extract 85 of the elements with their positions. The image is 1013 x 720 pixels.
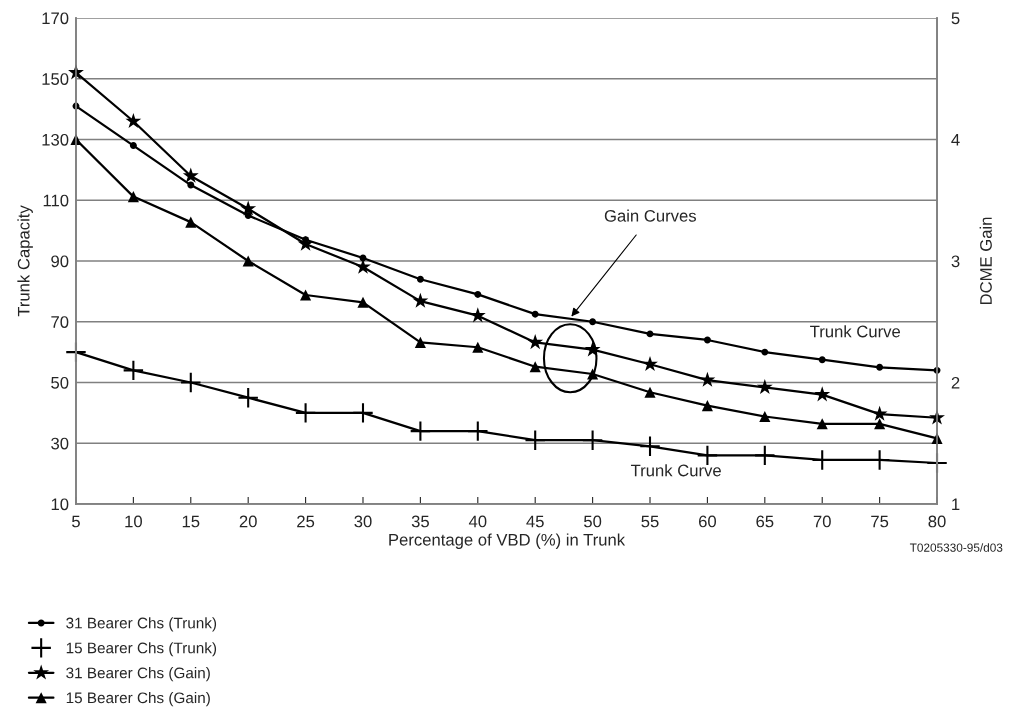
legend-label: 15 Bearer Chs (Gain) [66,692,210,707]
y-tick-label: 90 [51,255,69,268]
y-tick-label: 130 [42,133,69,146]
point [300,289,312,301]
point [531,310,539,318]
point [701,400,713,412]
point [699,371,716,387]
y2-tick-label: 3 [951,255,960,268]
point [644,386,656,398]
y2-tick-label: 4 [951,134,960,146]
y-tick-label: 10 [51,498,69,511]
x-tick-label: 15 [182,515,200,528]
point [416,275,424,283]
x-tick-label: 60 [698,515,717,528]
annotation: Trunk Curve [630,464,721,477]
point [472,341,484,353]
point [180,371,202,394]
annotation: Gain Curves [604,209,697,222]
x-tick-label: 55 [641,515,659,528]
annotation: Trunk Curve [810,325,901,338]
x-tick-label: 50 [584,515,602,528]
y2-tick-label: 2 [951,376,960,389]
x-tick-label: 45 [526,515,544,528]
point [127,191,139,203]
x-tick-label: 40 [468,515,487,528]
point [240,200,257,216]
point [759,410,771,423]
x-tick-label: 30 [354,515,372,528]
x-tick-label: 5 [72,515,80,528]
point [357,296,369,308]
x-tick-label: 80 [928,515,946,528]
point [297,235,314,251]
point [761,348,769,356]
point [352,402,374,424]
x-tick-label: 65 [756,515,774,528]
text: T0205330-95/d03 [909,543,1003,552]
point [412,292,429,308]
x-tick-label: 20 [239,515,257,528]
point [584,341,601,357]
point [414,336,426,348]
point [409,420,432,442]
point [581,429,604,451]
y-axis-title: Trunk Capacity [17,205,33,317]
point [818,356,826,364]
point [294,402,317,424]
point [122,359,145,382]
point [874,418,886,430]
point [237,386,259,409]
point [467,420,489,442]
point [187,181,195,189]
y-tick-label: 110 [43,194,69,207]
y-tick-label: 50 [51,376,69,389]
point [185,216,197,228]
x-tick-label: 35 [411,515,429,528]
point [754,444,776,467]
legend-label: 15 Bearer Chs (Trunk) [66,642,217,657]
y-tick-label: 30 [51,437,69,450]
point [125,112,142,129]
x-tick-label: 70 [813,515,831,528]
x-axis-title: Percentage of VBD (%) in Trunk [389,533,626,549]
point [524,429,546,451]
legend-label: 31 Bearer Chs (Gain) [66,667,210,682]
point [182,167,199,183]
y2-tick-label: 1 [952,498,960,511]
point [814,386,831,402]
x-tick-label: 25 [297,515,315,528]
point [876,363,884,371]
y-tick-label: 150 [42,73,69,85]
point [587,368,599,380]
x-tick-label: 10 [125,515,142,528]
y-tick-label: 70 [51,316,69,328]
point [527,334,544,350]
point [242,255,254,267]
x-tick-label: 75 [871,515,889,528]
y2-tick-label: 5 [951,12,960,25]
point [129,142,137,150]
legend-label: 31 Bearer Chs (Trunk) [66,617,217,632]
point [703,336,711,344]
y-tick-label: 170 [42,12,69,25]
point [756,379,773,395]
point [642,355,658,372]
point [474,290,482,298]
point [589,318,597,326]
point [639,435,661,458]
y2-axis-title: DCME Gain [979,217,992,305]
